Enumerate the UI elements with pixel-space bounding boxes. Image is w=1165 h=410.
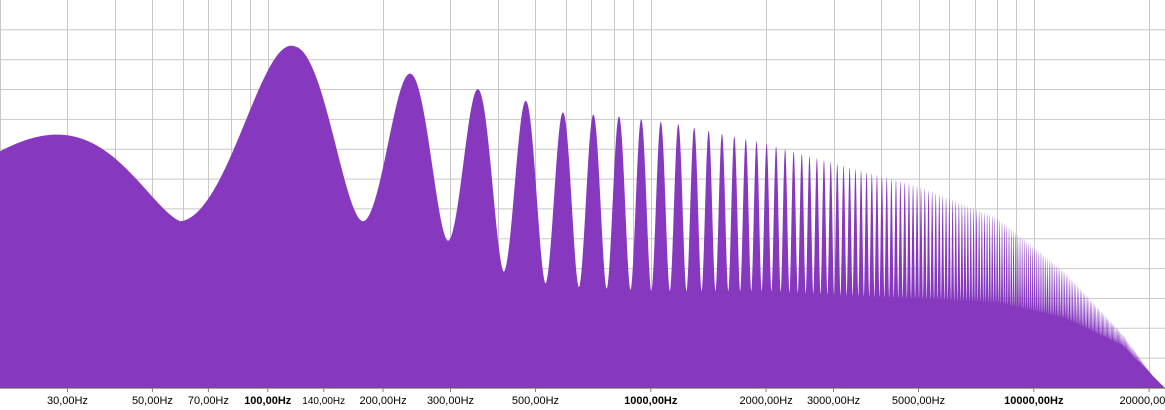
x-tick-label: 70,00Hz — [188, 395, 229, 407]
x-axis: 30,00Hz 50,00Hz 70,00Hz 100,00Hz 140,00Hz 200… — [47, 388, 1165, 407]
x-tick-label: 100,00Hz — [244, 395, 292, 407]
x-tick-label: 30,00Hz — [47, 395, 88, 407]
x-tick-label: 200,00Hz — [360, 395, 407, 407]
x-tick-label: 2000,00Hz — [739, 395, 792, 407]
x-tick-label: 300,00Hz — [427, 395, 474, 407]
x-tick-label: 3000,00Hz — [807, 395, 860, 407]
x-tick-label: 20000,00Hz — [1119, 395, 1165, 407]
x-tick-label: 500,00Hz — [512, 395, 559, 407]
x-tick-label: 5000,00Hz — [892, 395, 945, 407]
x-tick-label: 10000,00Hz — [1004, 395, 1064, 407]
x-tick-label: 140,00Hz — [302, 396, 345, 407]
x-tick-label: 1000,00Hz — [624, 395, 678, 407]
spectrum-series-0 — [0, 45, 1165, 388]
x-tick-label: 50,00Hz — [132, 395, 173, 407]
series-layer — [0, 45, 1165, 388]
